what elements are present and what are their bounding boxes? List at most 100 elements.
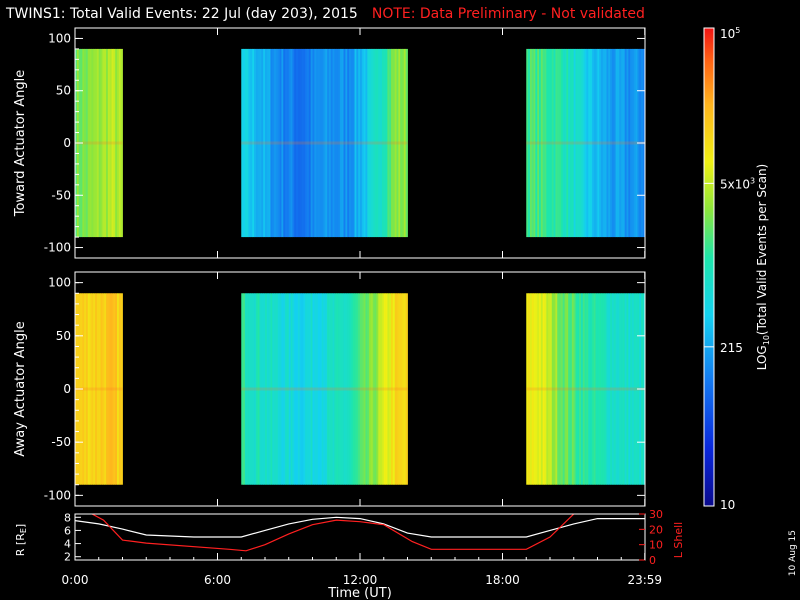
toward-column [633,48,637,238]
away-column [277,293,281,485]
toward-column [297,48,301,238]
away-column [296,293,299,485]
toward-column [308,48,312,238]
away-column [314,293,317,485]
toward-column [622,48,626,238]
toward-column [403,48,407,238]
away-column [564,293,567,485]
colorbar-tick-label: 10 [720,498,735,512]
toward-column [352,48,355,238]
away-column [118,293,122,485]
toward-column [85,48,89,238]
toward-column [102,48,105,238]
away-column [378,293,381,485]
toward-column [387,48,390,238]
away-column [350,293,354,485]
toward-column [265,48,268,238]
away-column [622,293,626,485]
away-column [347,293,350,485]
toward-column [89,48,92,238]
away-column [535,293,538,485]
r-ytick-label: 8 [64,511,71,524]
toward-column [577,48,580,238]
toward-column [277,48,281,238]
colorbar-tick-label: 105 [720,26,740,41]
away-column [392,293,396,485]
toward-column [274,48,277,238]
toward-column [367,48,370,238]
away-column [111,293,114,485]
away-column [113,293,116,485]
r-ylabel: R [RE] [14,524,28,556]
toward-column [319,48,323,238]
away-column [372,293,376,485]
toward-column [307,48,310,238]
toward-column [84,48,87,238]
away-column [544,293,547,485]
toward-column [349,48,352,238]
toward-column [87,48,91,238]
away-column [283,293,286,485]
away-column [617,293,620,485]
toward-column [243,48,246,238]
away-column [374,293,377,485]
away-column [317,293,321,485]
colorbar-tick-label: 5x103 [720,176,755,191]
away-column [584,293,587,485]
away-column [336,293,339,485]
toward-column [391,48,394,238]
toward-column [400,48,403,238]
away-column [106,293,109,485]
toward-column [586,48,589,238]
away-column [288,293,291,485]
r-ytick-label: 2 [64,551,71,564]
toward-column [376,48,379,238]
away-ytick-label: -50 [51,435,71,449]
toward-column [286,48,290,238]
toward-column [374,48,377,238]
away-column [303,293,306,485]
toward-column [402,48,405,238]
toward-column [557,48,560,238]
away-column [87,293,91,485]
toward-column [338,48,341,238]
toward-ytick-label: 50 [56,84,71,98]
away-column [568,293,571,485]
lshell-ytick-label: 0 [649,554,656,567]
toward-column [560,48,564,238]
toward-column [285,48,288,238]
away-column [281,293,284,485]
toward-column [120,48,123,238]
toward-ytick-label: -50 [51,188,71,202]
toward-ytick-label: -100 [44,241,71,255]
away-column [376,293,379,485]
away-column [593,293,596,485]
away-column [341,293,344,485]
toward-column [630,48,633,238]
away-column [307,293,310,485]
toward-column [115,48,118,238]
away-ytick-label: 100 [48,276,71,290]
toward-column [396,48,399,238]
toward-column [360,48,363,238]
away-column [328,293,332,485]
toward-column [91,48,94,238]
away-column [370,293,374,485]
away-column [321,293,324,485]
toward-column [312,48,315,238]
toward-column [95,48,98,238]
toward-column [111,48,114,238]
lshell-series-line [90,514,575,552]
toward-column [621,48,624,238]
away-column [601,293,604,485]
toward-column [632,48,635,238]
toward-column [531,48,534,238]
toward-column [553,48,556,238]
toward-column [241,48,244,238]
away-column [606,293,609,485]
toward-column [579,48,582,238]
toward-column [528,48,531,238]
toward-column [606,48,609,238]
away-column [84,293,87,485]
toward-column [588,48,591,238]
